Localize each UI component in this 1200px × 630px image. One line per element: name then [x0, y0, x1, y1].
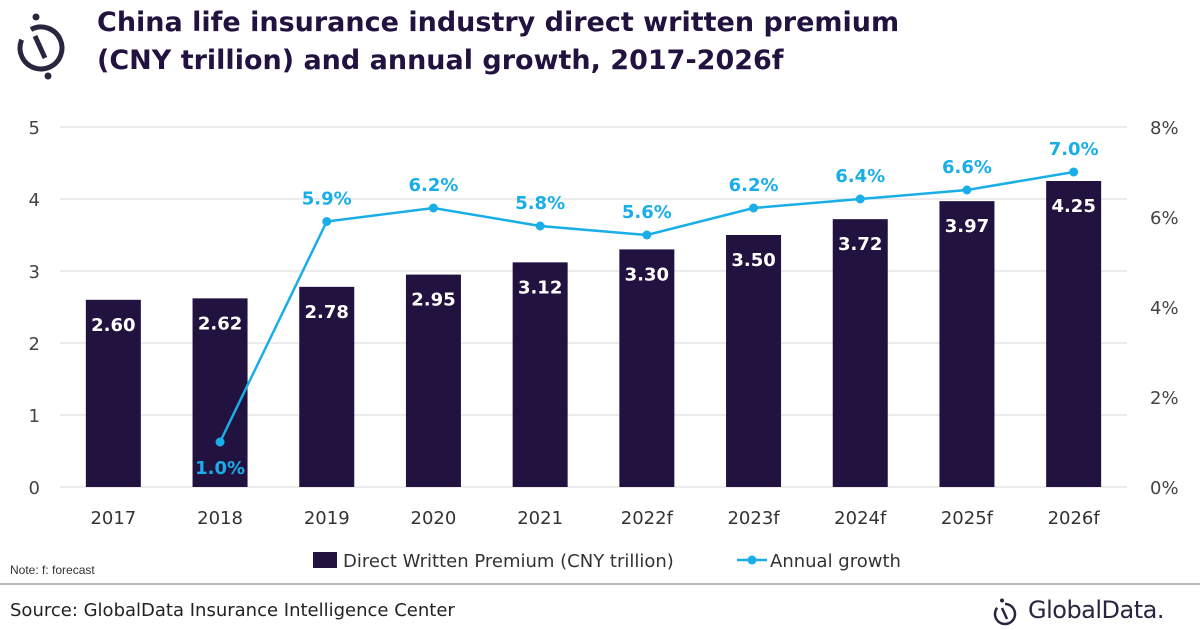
- growth-label: 6.4%: [835, 166, 885, 187]
- right-axis-tick: 6%: [1150, 208, 1179, 229]
- right-axis-tick: 4%: [1150, 298, 1179, 319]
- bar: [1046, 181, 1102, 487]
- right-axis-tick: 0%: [1150, 478, 1179, 499]
- x-axis-tick: 2025f: [941, 508, 994, 529]
- growth-label: 6.6%: [942, 157, 992, 178]
- globaldata-logo-text: GlobalData.: [1028, 596, 1165, 624]
- growth-point: [962, 185, 972, 195]
- left-axis-tick: 0: [29, 478, 40, 499]
- bar: [726, 235, 782, 487]
- growth-point: [1069, 167, 1079, 177]
- x-axis-tick: 2023f: [727, 508, 780, 529]
- x-axis-tick: 2026f: [1048, 508, 1101, 529]
- growth-label: 6.2%: [729, 175, 779, 196]
- x-axis-tick: 2018: [197, 508, 243, 529]
- title-line-1: China life insurance industry direct wri…: [97, 7, 900, 38]
- x-axis-tick: 2020: [411, 508, 457, 529]
- x-axis-tick: 2024f: [834, 508, 887, 529]
- bar: [299, 286, 355, 487]
- title-line-2: (CNY trillion) and annual growth, 2017-2…: [97, 45, 784, 76]
- bar-label: 3.30: [625, 264, 669, 285]
- growth-point: [322, 217, 332, 226]
- growth-point: [215, 437, 225, 447]
- source-text: Source: GlobalData Insurance Intelligenc…: [10, 600, 455, 621]
- x-axis-tick: 2019: [304, 508, 350, 529]
- right-axis-tick: 8%: [1150, 118, 1179, 139]
- left-axis-tick: 1: [29, 406, 40, 427]
- globaldata-logo-icon: [17, 13, 65, 80]
- legend-bar-swatch: [313, 552, 337, 568]
- legend-bar-label: Direct Written Premium (CNY trillion): [343, 551, 674, 572]
- left-axis-tick: 4: [29, 190, 40, 211]
- x-axis-tick: 2017: [90, 508, 136, 529]
- growth-point: [855, 194, 865, 204]
- bar: [85, 299, 141, 487]
- x-axis-tick: 2022f: [621, 508, 674, 529]
- growth-point: [428, 203, 438, 213]
- legend-line-marker: [747, 555, 757, 565]
- bar-label: 2.60: [91, 315, 135, 336]
- bar-label: 2.78: [305, 302, 349, 323]
- growth-label: 5.9%: [302, 189, 352, 210]
- legend-line-label: Annual growth: [770, 551, 901, 572]
- combo-chart: 0 1 2 3 4 5 0% 2% 4% 6% 8% 2.60 2.62 2.78 2.95 3.12 3.30…: [29, 118, 1179, 572]
- growth-point: [535, 221, 545, 231]
- left-axis-tick: 3: [29, 262, 40, 283]
- divider: [0, 583, 1200, 585]
- bar: [405, 274, 461, 487]
- x-axis-tick: 2021: [517, 508, 563, 529]
- growth-label: 6.2%: [408, 175, 458, 196]
- left-axis-tick: 5: [29, 118, 40, 139]
- bar-label: 2.95: [411, 290, 455, 311]
- bar: [192, 298, 248, 487]
- forecast-note: Note: f: forecast: [10, 563, 95, 577]
- bar: [512, 262, 568, 487]
- left-axis-tick: 2: [29, 334, 40, 355]
- bar-label: 3.50: [731, 250, 775, 271]
- bar: [939, 201, 995, 487]
- bar-label: 3.97: [945, 216, 989, 237]
- growth-label: 5.6%: [622, 202, 672, 223]
- growth-point: [642, 230, 652, 240]
- globaldata-brand-icon: [993, 598, 1017, 626]
- bar-label: 3.72: [838, 234, 882, 255]
- bar-label: 2.62: [198, 313, 242, 334]
- growth-label: 7.0%: [1049, 139, 1099, 160]
- growth-label: 5.8%: [515, 193, 565, 214]
- bar: [619, 249, 675, 487]
- growth-point: [749, 203, 759, 213]
- chart-title: China life insurance industry direct wri…: [97, 4, 1097, 80]
- growth-label: 1.0%: [195, 458, 245, 479]
- bar-label: 3.12: [518, 277, 562, 298]
- right-axis-tick: 2%: [1150, 388, 1179, 409]
- bar-label: 4.25: [1051, 196, 1095, 217]
- bar: [832, 219, 888, 487]
